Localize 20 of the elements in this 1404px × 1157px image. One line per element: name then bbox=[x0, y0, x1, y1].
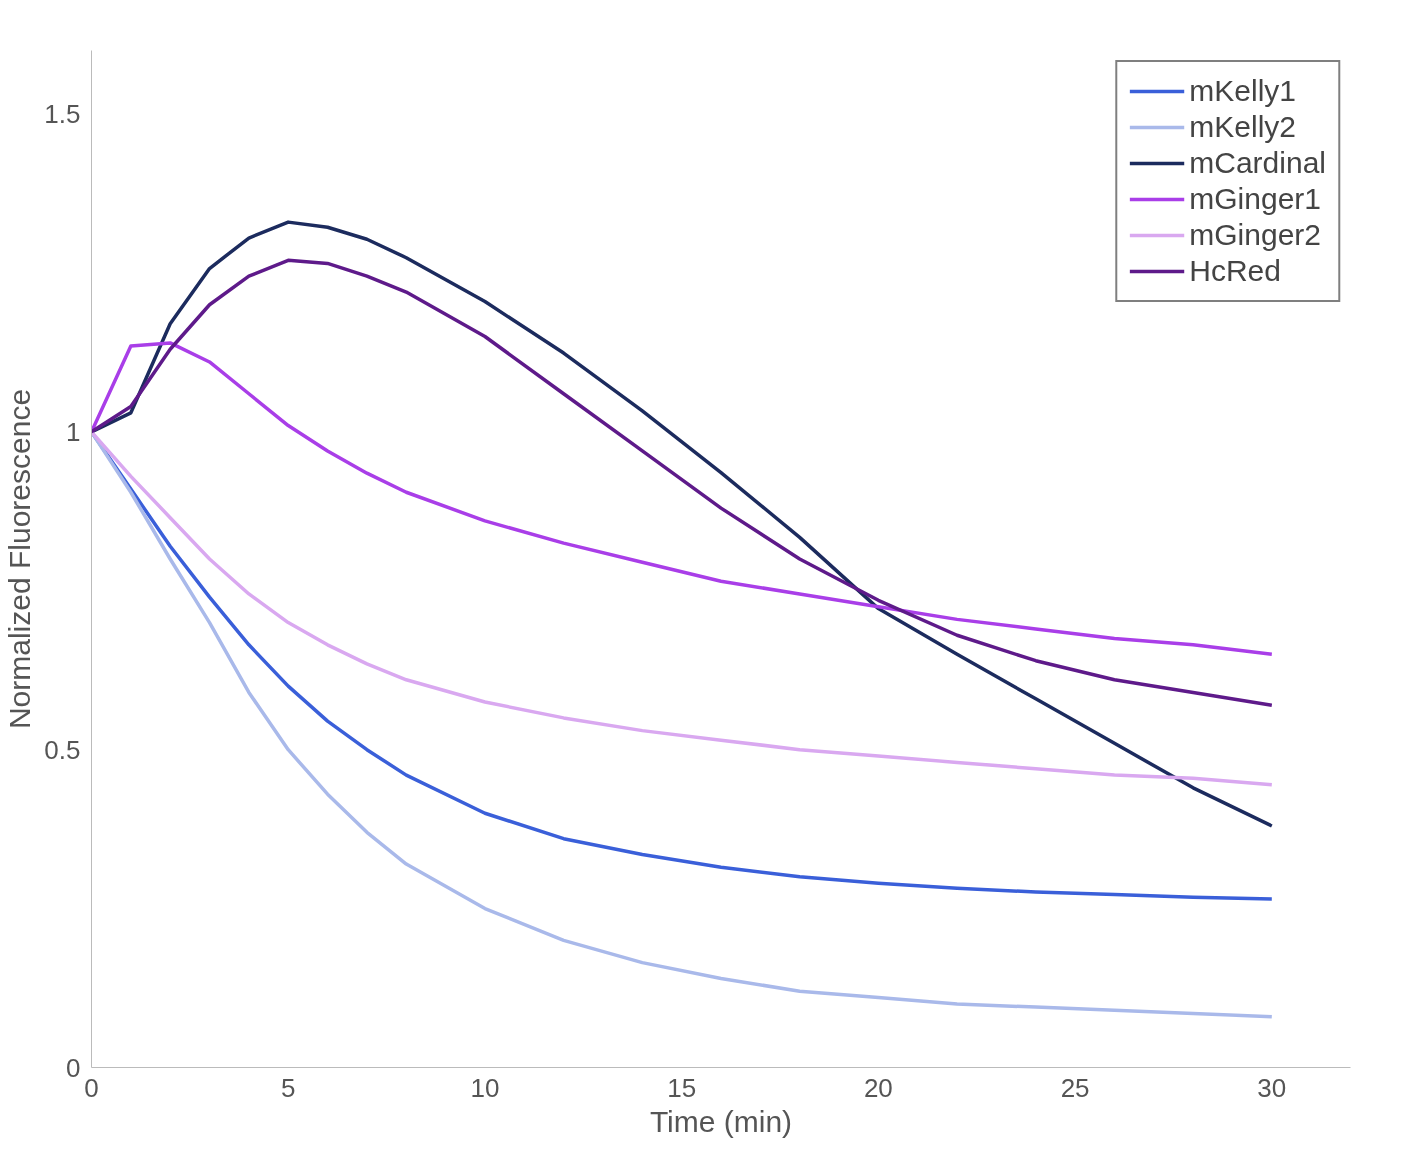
x-tick-label: 30 bbox=[1257, 1072, 1287, 1103]
x-tick-label: 15 bbox=[667, 1072, 697, 1103]
legend-label: mCardinal bbox=[1189, 146, 1326, 180]
y-axis-title: Normalized Fluorescence bbox=[3, 388, 37, 730]
x-tick-label: 20 bbox=[863, 1072, 893, 1103]
x-tick-label: 25 bbox=[1060, 1072, 1090, 1103]
x-axis-title: Time (min) bbox=[649, 1104, 793, 1138]
x-tick-label: 10 bbox=[470, 1072, 500, 1103]
y-tick-label: 0 bbox=[66, 1052, 81, 1083]
y-tick-label: 0.5 bbox=[44, 734, 81, 765]
line-series bbox=[91, 341, 1274, 657]
legend-label: mGinger1 bbox=[1189, 182, 1321, 216]
legend-label: HcRed bbox=[1189, 254, 1281, 288]
legend-label: mKelly1 bbox=[1189, 74, 1296, 108]
y-tick-label: 1 bbox=[66, 416, 81, 447]
x-tick-label: 5 bbox=[280, 1072, 296, 1103]
line-series bbox=[91, 430, 1274, 787]
y-tick-label: 1.5 bbox=[44, 99, 81, 130]
legend-label: mGinger2 bbox=[1189, 218, 1321, 252]
legend-label: mKelly2 bbox=[1189, 110, 1296, 144]
